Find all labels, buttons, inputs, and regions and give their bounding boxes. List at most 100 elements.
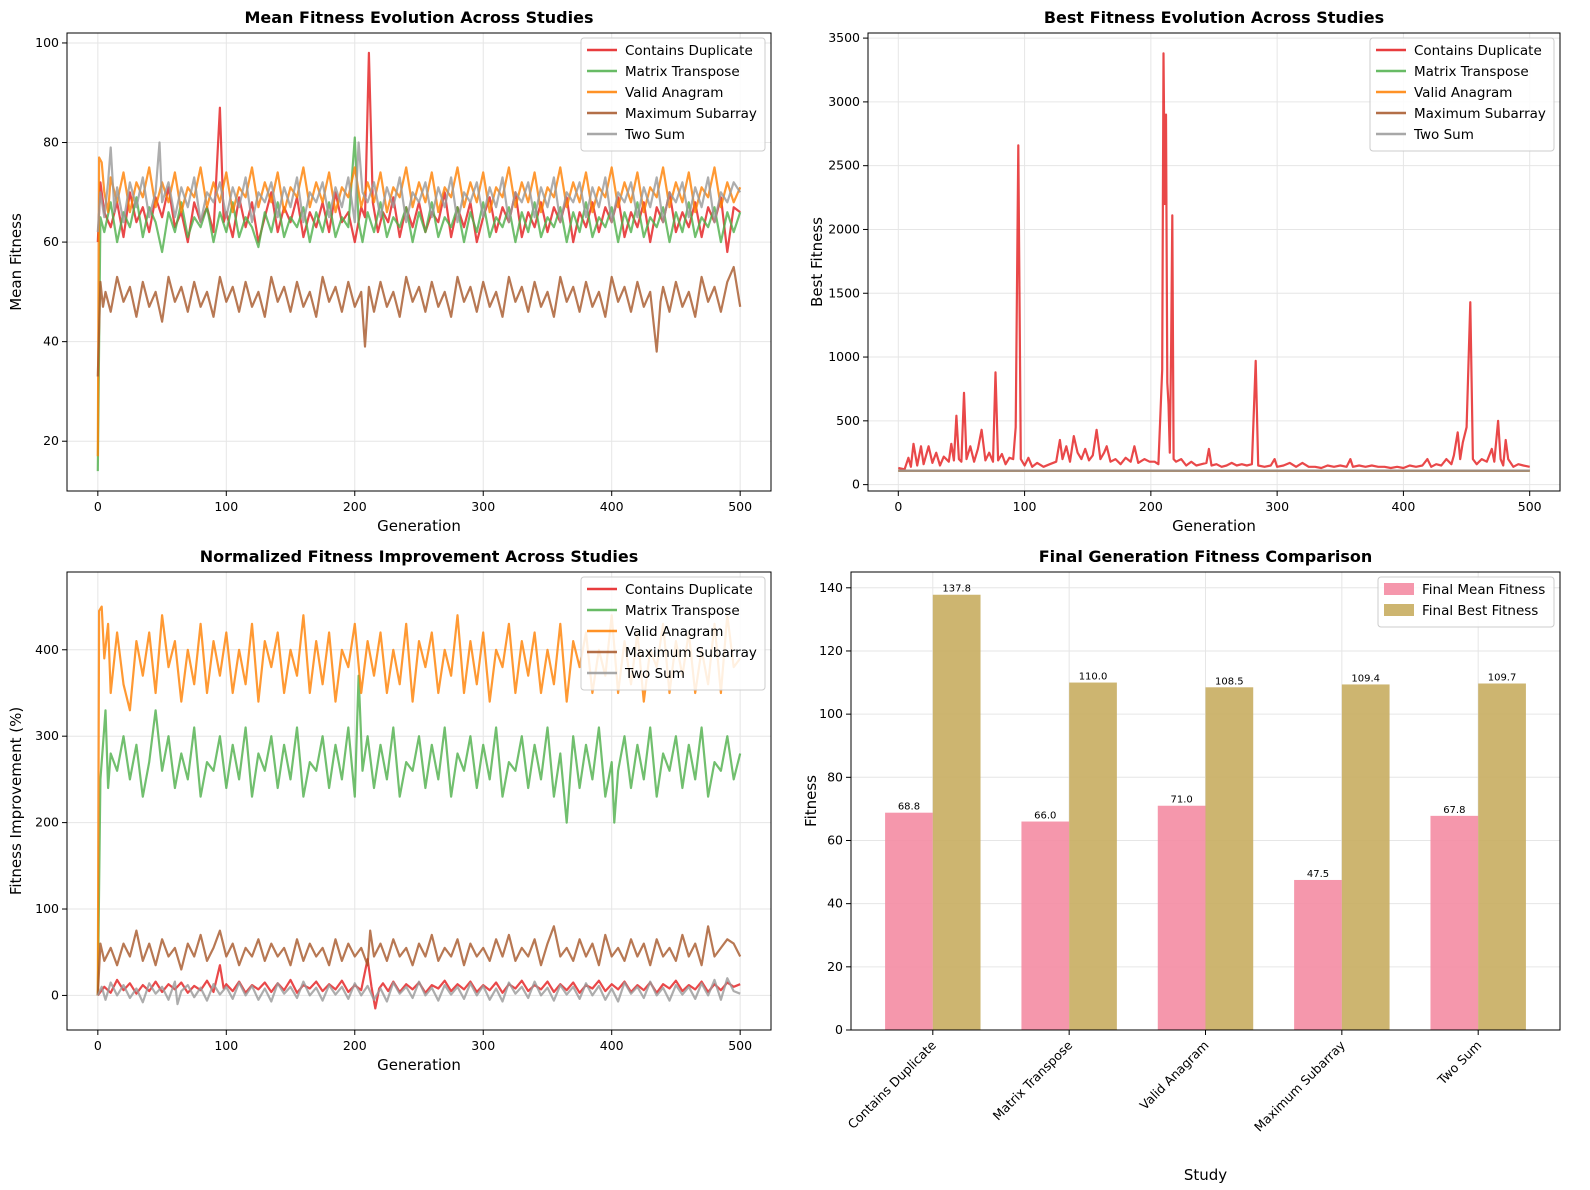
legend: Contains Duplicate Matrix Transpose Valid … <box>1369 37 1555 152</box>
plot-frame <box>66 571 772 1031</box>
x-tick-label-maximum-subarray: Maximum Subarray <box>1251 1037 1348 1134</box>
legend-label-matrix-transpose: Matrix Transpose <box>1414 64 1529 80</box>
plot-frame <box>66 32 772 492</box>
bar-value-label: 109.4 <box>1351 673 1380 684</box>
legend-label-valid-anagram: Valid Anagram <box>625 85 723 101</box>
x-tick-label: 0 <box>94 499 102 514</box>
x-tick-label: 500 <box>1518 499 1542 514</box>
series-line-two-sum <box>96 977 741 1006</box>
legend-label-maximum-subarray: Maximum Subarray <box>1414 106 1546 122</box>
series-line-matrix-transpose <box>96 136 742 472</box>
x-tick-label: 400 <box>1391 499 1415 514</box>
x-axis-label: Generation <box>1172 517 1256 535</box>
series-line-maximum-subarray <box>96 265 742 377</box>
y-tick-label: 80 <box>827 769 843 784</box>
legend-swatch-final-mean-fitness <box>1384 583 1414 595</box>
x-tick-label-contains-duplicate: Contains Duplicate <box>845 1037 939 1131</box>
legend-label-matrix-transpose: Matrix Transpose <box>625 64 740 80</box>
bar-final-best-fitness-matrix-transpose <box>1069 682 1117 1030</box>
x-tick-label: 400 <box>600 499 624 514</box>
y-tick-label: 100 <box>819 706 843 721</box>
legend: Final Mean Fitness Final Best Fitness <box>1377 576 1555 628</box>
bar-final-mean-fitness-matrix-transpose <box>1021 821 1070 1030</box>
bar-value-label: 108.5 <box>1215 676 1244 687</box>
y-tick-label: 1000 <box>828 349 860 364</box>
legend-label-two-sum: Two Sum <box>624 127 685 143</box>
y-tick-label: 1500 <box>828 285 860 300</box>
y-tick-label: 40 <box>827 896 843 911</box>
mean-fitness-chart: 0 100 200 300 400 500 20 40 60 80 100 Mean Fitness … <box>7 8 772 535</box>
y-tick-label: 20 <box>43 433 59 448</box>
x-tick-label-matrix-transpose: Matrix Transpose <box>990 1037 1076 1123</box>
x-tick-label: 100 <box>214 499 238 514</box>
bar-value-label: 110.0 <box>1079 672 1108 683</box>
bar-final-mean-fitness-valid-anagram <box>1157 805 1206 1030</box>
x-tick-label: 200 <box>343 499 367 514</box>
plot-frame <box>850 571 1561 1031</box>
series-line-matrix-transpose <box>96 674 742 996</box>
legend-label-contains-duplicate: Contains Duplicate <box>625 43 753 59</box>
plot-frame <box>867 32 1561 492</box>
x-tick-label: 100 <box>214 1038 238 1053</box>
y-tick-label: 2000 <box>828 221 860 236</box>
y-tick-label: 0 <box>852 477 860 492</box>
y-axis-label: Mean Fitness <box>7 213 25 311</box>
series-line-valid-anagram <box>96 156 742 457</box>
bar-value-label: 68.8 <box>898 802 920 813</box>
x-tick-label: 500 <box>728 499 752 514</box>
bar-value-label: 109.7 <box>1488 672 1517 683</box>
legend: Contains Duplicate Matrix Transpose Valid … <box>580 576 766 691</box>
x-tick-label: 0 <box>94 1038 102 1053</box>
series-line-contains-duplicate <box>898 52 1530 471</box>
bar-final-mean-fitness-two-sum <box>1430 815 1479 1030</box>
chart-title: Normalized Fitness Improvement Across St… <box>200 547 638 566</box>
x-tick-label: 300 <box>471 499 495 514</box>
y-tick-label: 40 <box>43 334 59 349</box>
bar-final-mean-fitness-contains-duplicate <box>885 812 933 1030</box>
x-tick-label: 0 <box>894 499 902 514</box>
y-axis-label: Fitness <box>802 775 820 827</box>
x-tick-label: 300 <box>471 1038 495 1053</box>
y-tick-label: 400 <box>35 642 59 657</box>
legend-label-contains-duplicate: Contains Duplicate <box>625 582 753 598</box>
y-axis-label: Fitness Improvement (%) <box>7 707 25 895</box>
y-tick-label: 140 <box>819 580 843 595</box>
bar-final-best-fitness-maximum-subarray <box>1341 684 1390 1030</box>
x-tick-label: 200 <box>1139 499 1163 514</box>
series-line-two-sum <box>96 141 742 233</box>
x-axis-label: Generation <box>377 1056 461 1074</box>
y-tick-label: 100 <box>35 35 59 50</box>
bar-value-label: 137.8 <box>942 584 971 595</box>
legend-label-valid-anagram: Valid Anagram <box>1414 85 1512 101</box>
x-axis-label: Study <box>1184 1166 1227 1184</box>
y-tick-label: 60 <box>43 234 59 249</box>
legend-label-final-mean-fitness: Final Mean Fitness <box>1422 582 1545 598</box>
legend-label-valid-anagram: Valid Anagram <box>625 624 723 640</box>
chart-title: Final Generation Fitness Comparison <box>1039 547 1373 566</box>
legend-box <box>1369 37 1555 152</box>
legend-label-two-sum: Two Sum <box>624 666 685 682</box>
legend: Contains Duplicate Matrix Transpose Valid … <box>580 37 766 152</box>
bar-final-best-fitness-contains-duplicate <box>932 594 981 1030</box>
bar-final-mean-fitness-maximum-subarray <box>1294 879 1342 1030</box>
y-tick-label: 60 <box>827 832 843 847</box>
final-fitness-bar-chart: 0 20 40 60 80 100 120 140 68.8 66.0 71.0 47.5 67.8 13… <box>802 547 1561 1184</box>
legend-swatch-final-best-fitness <box>1384 604 1414 616</box>
legend-label-maximum-subarray: Maximum Subarray <box>625 645 757 661</box>
legend-label-contains-duplicate: Contains Duplicate <box>1414 43 1542 59</box>
x-tick-label: 100 <box>1013 499 1037 514</box>
x-tick-label-valid-anagram: Valid Anagram <box>1137 1038 1212 1113</box>
legend-box <box>580 37 766 152</box>
y-axis-label: Best Fitness <box>808 217 826 307</box>
legend-label-matrix-transpose: Matrix Transpose <box>625 603 740 619</box>
legend-box <box>1377 576 1555 628</box>
best-fitness-chart: 0 100 200 300 400 500 0 500 1000 1500 2000 2500 3000… <box>808 8 1561 535</box>
x-tick-label: 400 <box>600 1038 624 1053</box>
x-axis-label: Generation <box>377 517 461 535</box>
y-tick-label: 3500 <box>828 30 860 45</box>
legend-label-maximum-subarray: Maximum Subarray <box>625 106 757 122</box>
y-tick-label: 100 <box>35 901 59 916</box>
normalized-improvement-chart: 0 100 200 300 400 500 0 100 200 300 400 Normalized … <box>7 547 772 1074</box>
legend-box <box>580 576 766 691</box>
